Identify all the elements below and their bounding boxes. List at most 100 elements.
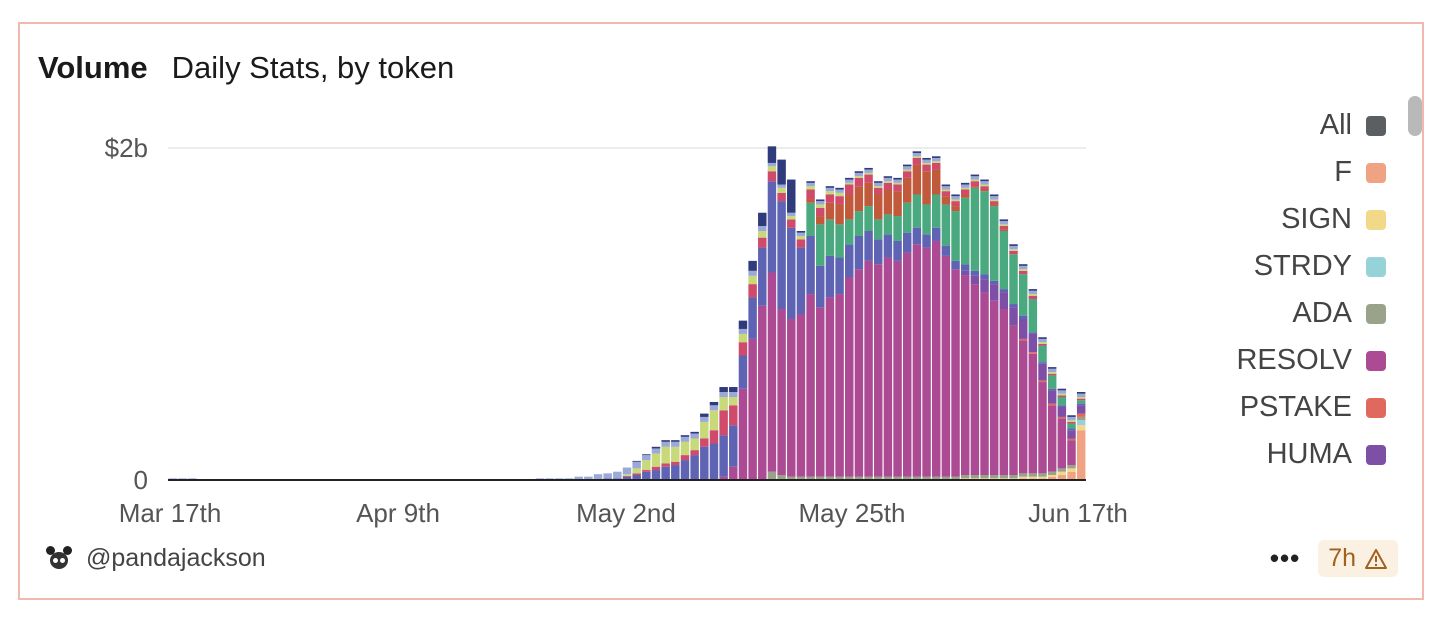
bar-segment xyxy=(632,460,641,462)
bar-segment xyxy=(825,194,835,203)
bar-segment xyxy=(854,176,864,178)
bar-segment xyxy=(960,184,970,188)
bar-segment xyxy=(787,212,796,217)
legend-item-sign[interactable]: SIGN xyxy=(1186,196,1386,243)
author-name[interactable]: @pandajackson xyxy=(86,544,266,572)
bar-segment xyxy=(1038,345,1047,363)
bar-segment xyxy=(980,475,989,479)
x-tick-label: May 2nd xyxy=(576,498,676,528)
bar-segment xyxy=(642,460,651,471)
legend-item-f[interactable]: F xyxy=(1186,149,1386,196)
bar-segment xyxy=(816,224,825,266)
bar-segment xyxy=(893,260,902,477)
bar-segment xyxy=(903,171,912,178)
bar-segment xyxy=(980,191,989,275)
bar-segment xyxy=(806,189,815,200)
bar-segment xyxy=(864,231,873,261)
bar-segment xyxy=(1067,438,1076,441)
bar-segment xyxy=(931,476,941,480)
bar-segment xyxy=(1047,471,1057,476)
bar-segment xyxy=(1038,338,1047,343)
bar-segment xyxy=(719,435,728,477)
bar-segment xyxy=(864,174,873,183)
bar-segment xyxy=(1038,363,1047,381)
bar-segment xyxy=(980,179,989,182)
bar-segment xyxy=(806,235,815,295)
bar-segment xyxy=(1009,254,1018,305)
bar-segment xyxy=(970,186,980,188)
legend-item-strdy[interactable]: STRDY xyxy=(1186,243,1386,290)
bar-segment xyxy=(989,284,999,301)
bar-segment xyxy=(893,240,902,261)
bar-segment xyxy=(999,231,1009,290)
bar-segment xyxy=(806,476,815,480)
bar-segment xyxy=(1009,325,1018,476)
bar-segment xyxy=(951,196,960,200)
bar-segment xyxy=(989,194,999,197)
bar-segment xyxy=(922,159,931,163)
bar-segment xyxy=(854,177,864,187)
bar-segment xyxy=(1076,420,1086,426)
bar-segment xyxy=(787,476,796,480)
bar-segment xyxy=(1047,367,1057,369)
bar-segment xyxy=(748,297,757,339)
bar-segment xyxy=(709,430,719,444)
bar-segment xyxy=(777,187,786,193)
bar-segment xyxy=(787,216,796,220)
bar-segment xyxy=(893,191,902,217)
bar-segment xyxy=(922,204,931,235)
bar-segment xyxy=(1028,290,1038,295)
bar-segment xyxy=(709,410,719,431)
bar-segment xyxy=(777,192,786,202)
legend-item-ada[interactable]: ADA xyxy=(1186,290,1386,337)
bar-segment xyxy=(816,307,825,477)
bar-segment xyxy=(883,181,893,183)
bar-segment xyxy=(864,167,873,170)
more-options-button[interactable]: ••• xyxy=(1269,543,1301,573)
bar-segment xyxy=(951,199,960,202)
bar-segment xyxy=(931,161,941,163)
bar-segment xyxy=(700,438,709,447)
bar-segment xyxy=(758,237,767,248)
bar-segment xyxy=(642,471,651,480)
bar-segment xyxy=(1067,465,1076,469)
bar-segment xyxy=(1076,392,1086,394)
legend-item-huma[interactable]: HUMA xyxy=(1186,431,1386,478)
legend-swatch xyxy=(1366,397,1386,418)
bar-segment xyxy=(999,221,1009,225)
legend-item-resolv[interactable]: RESOLV xyxy=(1186,337,1386,384)
bar-segment xyxy=(1018,340,1028,474)
bar-segment xyxy=(738,333,748,343)
bar-segment xyxy=(1067,471,1076,480)
bar-segment xyxy=(796,247,806,314)
bar-segment xyxy=(903,177,912,203)
bar-segment xyxy=(951,194,960,197)
bar-segment xyxy=(845,184,854,195)
bar-segment xyxy=(748,260,757,271)
bar-segment xyxy=(719,476,728,480)
bar-segment xyxy=(941,204,951,246)
legend-swatch xyxy=(1366,162,1386,183)
legend-scrollbar[interactable] xyxy=(1408,96,1422,136)
bar-segment xyxy=(970,176,980,180)
bar-segment xyxy=(1076,403,1086,406)
bar-segment xyxy=(796,239,806,248)
bar-segment xyxy=(767,181,777,273)
bar-segment xyxy=(738,320,748,329)
bar-segment xyxy=(816,207,825,217)
bar-segment xyxy=(816,476,825,480)
legend-item-pstake[interactable]: PSTAKE xyxy=(1186,384,1386,431)
legend-item-all[interactable]: All xyxy=(1186,102,1386,149)
bar-segment xyxy=(796,232,806,236)
legend-swatch xyxy=(1366,444,1386,465)
bar-segment xyxy=(796,231,806,233)
bar-segment xyxy=(912,164,922,195)
legend-label: SIGN xyxy=(1281,203,1352,235)
bar-segment xyxy=(999,229,1009,231)
age-badge[interactable]: 7h xyxy=(1318,540,1398,577)
bar-segment xyxy=(912,152,922,157)
bar-segment xyxy=(922,162,931,165)
panda-avatar-icon[interactable] xyxy=(46,545,72,572)
bar-segment xyxy=(1028,353,1038,474)
bar-segment xyxy=(700,413,709,417)
